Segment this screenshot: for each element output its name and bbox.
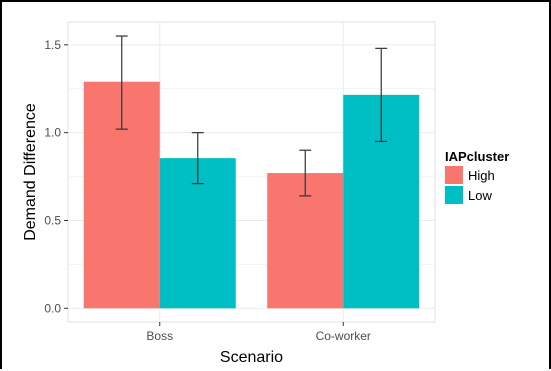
y-tick-label: 1.5 [44, 38, 61, 52]
y-axis-title: Demand Difference [22, 103, 39, 241]
error-bar [115, 35, 128, 130]
legend-key-high [445, 166, 463, 184]
y-tick-label: 0.5 [44, 213, 61, 227]
y-tick-label: 1.0 [44, 126, 61, 140]
x-axis: Boss Co-worker [146, 322, 371, 343]
legend-title: IAPcluster [445, 149, 509, 164]
error-bars [115, 35, 388, 197]
legend: IAPcluster High Low [445, 149, 509, 204]
x-tick-label: Boss [146, 329, 173, 343]
error-bar [375, 47, 388, 143]
x-tick-label: Co-worker [316, 329, 371, 343]
error-bar [191, 132, 204, 185]
legend-label-low: Low [468, 188, 492, 203]
x-axis-title: Scenario [220, 349, 283, 366]
y-tick-label: 0.0 [44, 301, 61, 315]
y-axis: 0.0 0.5 1.0 1.5 [44, 38, 68, 315]
legend-label-high: High [468, 168, 495, 183]
error-bar [299, 149, 312, 197]
legend-key-low [445, 186, 463, 204]
